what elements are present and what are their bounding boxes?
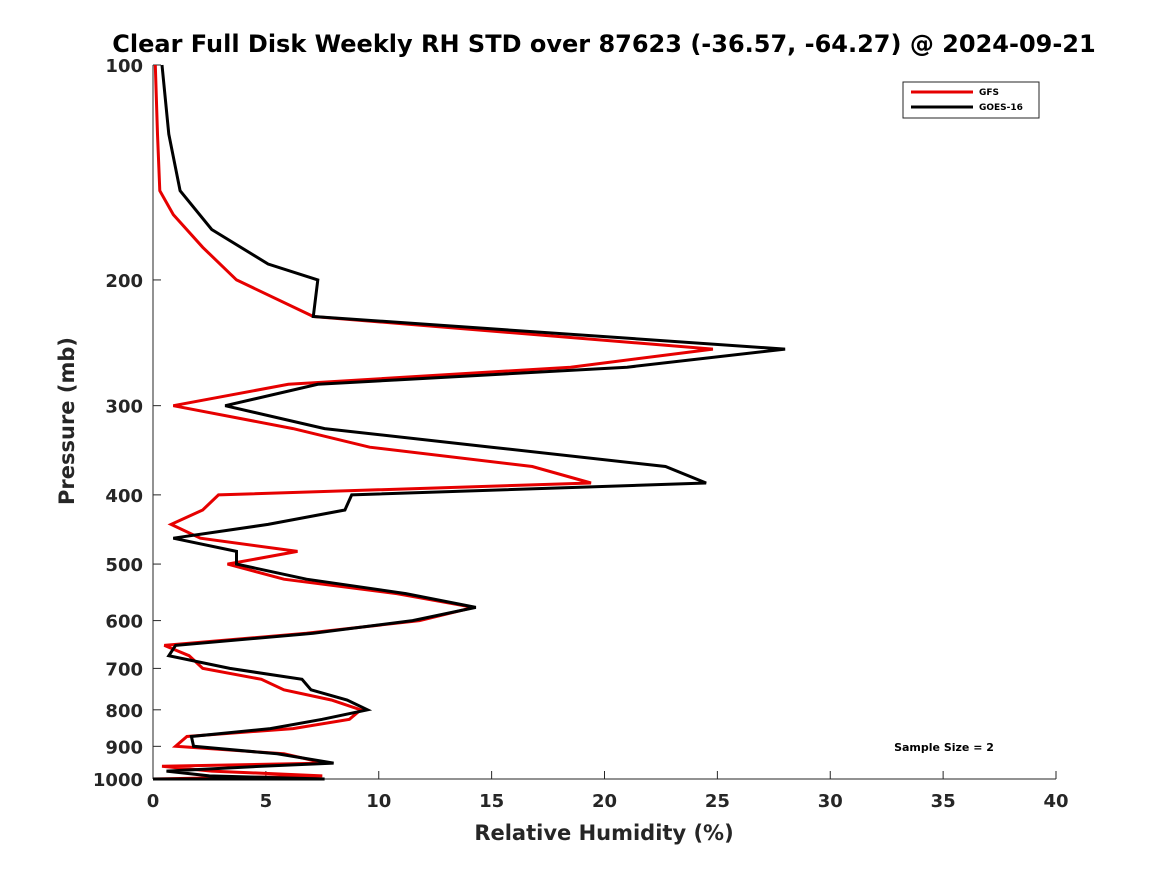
y-tick-label: 800 [105, 701, 143, 722]
chart-title: Clear Full Disk Weekly RH STD over 87623… [112, 30, 1095, 58]
x-tick-label: 15 [479, 791, 504, 812]
x-tick-label: 35 [931, 791, 956, 812]
y-tick-label: 100 [105, 56, 143, 77]
x-tick-label: 25 [705, 791, 730, 812]
y-tick-label: 700 [105, 659, 143, 680]
x-axis-label: Relative Humidity (%) [474, 821, 733, 845]
series-line-gfs [152, 64, 714, 781]
y-axis-label: Pressure (mb) [55, 337, 79, 505]
x-tick-label: 40 [1043, 791, 1068, 812]
series-line-goes-16 [153, 64, 786, 781]
plot-area: 0 5 10 15 20 25 30 35 40 100 200 300 400 500 600 700 800… [93, 56, 1069, 812]
y-tick-label: 1000 [93, 770, 143, 791]
y-tick-label: 900 [105, 737, 143, 758]
y-tick-label: 600 [105, 612, 143, 633]
x-tick-label: 5 [260, 791, 273, 812]
legend-label: GFS [979, 88, 999, 98]
x-tick-label: 10 [366, 791, 391, 812]
x-tick-label: 30 [818, 791, 843, 812]
y-tick-label: 500 [105, 555, 143, 576]
sample-size-annotation: Sample Size = 2 [894, 741, 994, 754]
x-tick-label: 20 [592, 791, 617, 812]
legend-label: GOES-16 [979, 103, 1023, 113]
y-tick-label: 200 [105, 271, 143, 292]
x-tick-label: 0 [147, 791, 160, 812]
y-tick-label: 400 [105, 486, 143, 507]
y-tick-label: 300 [105, 397, 143, 418]
legend-box [902, 81, 1040, 119]
